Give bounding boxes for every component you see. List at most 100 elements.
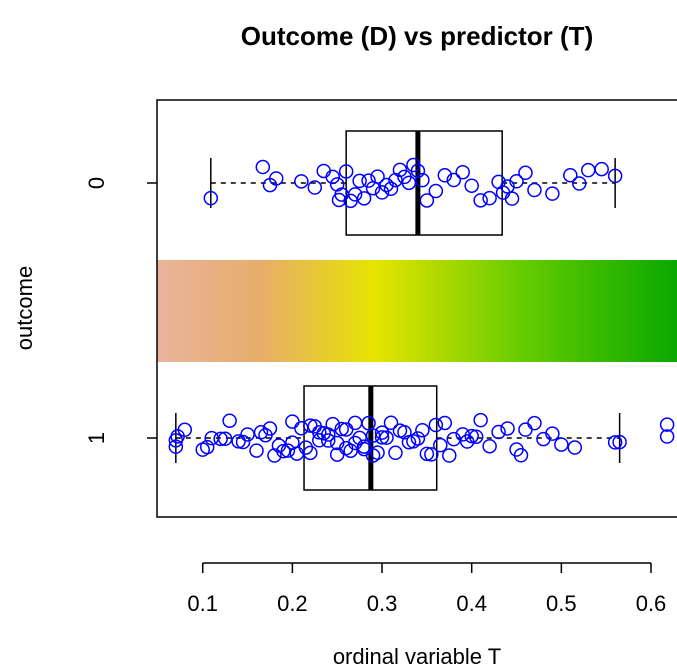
data-point bbox=[437, 415, 453, 431]
data-point bbox=[294, 174, 309, 189]
data-point bbox=[545, 426, 560, 441]
data-point bbox=[397, 425, 412, 440]
data-point bbox=[268, 171, 284, 186]
data-point bbox=[419, 193, 435, 208]
data-point bbox=[374, 185, 390, 200]
data-point bbox=[612, 434, 627, 450]
data-point bbox=[334, 421, 349, 437]
data-point bbox=[374, 430, 390, 445]
data-point bbox=[213, 431, 228, 447]
data-point bbox=[235, 434, 251, 450]
data-point bbox=[222, 413, 237, 428]
data-point bbox=[361, 173, 376, 188]
data-point bbox=[442, 448, 457, 463]
data-point bbox=[464, 178, 479, 193]
data-point bbox=[280, 443, 296, 458]
data-point bbox=[607, 435, 623, 450]
data-point bbox=[415, 422, 430, 438]
data-point bbox=[554, 437, 569, 452]
data-point bbox=[338, 164, 354, 179]
data-point bbox=[468, 429, 484, 444]
data-point bbox=[262, 421, 278, 436]
data-point bbox=[379, 430, 394, 445]
data-point bbox=[276, 443, 291, 459]
data-point bbox=[352, 173, 367, 189]
data-point bbox=[446, 431, 462, 447]
data-point bbox=[415, 172, 430, 188]
data-point bbox=[356, 191, 372, 206]
data-point bbox=[572, 176, 587, 191]
data-point bbox=[294, 420, 309, 436]
x-tick-label: 0.4 bbox=[456, 591, 487, 616]
data-point bbox=[361, 415, 376, 431]
data-point bbox=[437, 168, 453, 183]
data-point bbox=[607, 168, 623, 184]
data-point bbox=[406, 434, 421, 449]
data-point bbox=[509, 174, 524, 189]
data-point bbox=[545, 186, 560, 201]
color-band bbox=[157, 260, 677, 362]
y-tick-label: 1 bbox=[84, 432, 109, 444]
data-point bbox=[285, 414, 300, 429]
data-point bbox=[410, 431, 426, 446]
data-point bbox=[455, 164, 470, 180]
data-point bbox=[199, 439, 215, 455]
data-point bbox=[303, 445, 318, 461]
data-point bbox=[329, 435, 345, 451]
data-point bbox=[325, 416, 340, 432]
data-point bbox=[240, 427, 255, 442]
data-point bbox=[401, 175, 417, 191]
data-point bbox=[659, 429, 675, 444]
data-point bbox=[594, 161, 609, 177]
data-point bbox=[168, 439, 184, 454]
data-point bbox=[504, 191, 520, 206]
data-point bbox=[177, 422, 193, 438]
y-tick-label: 0 bbox=[84, 177, 109, 189]
data-point bbox=[424, 447, 439, 462]
x-tick-label: 0.1 bbox=[187, 591, 218, 616]
data-point bbox=[464, 428, 479, 444]
data-point bbox=[473, 412, 488, 428]
data-point bbox=[446, 172, 462, 188]
x-tick-label: 0.2 bbox=[277, 591, 308, 616]
data-point bbox=[527, 415, 542, 431]
data-point bbox=[482, 190, 497, 206]
x-axis-label: ordinal variable T bbox=[333, 644, 501, 668]
data-point bbox=[249, 443, 264, 458]
data-point bbox=[428, 183, 444, 199]
data-point bbox=[347, 187, 363, 202]
data-point bbox=[370, 169, 385, 184]
x-tick-label: 0.3 bbox=[367, 591, 398, 616]
data-point bbox=[217, 431, 233, 447]
data-point bbox=[307, 180, 323, 195]
data-point bbox=[419, 446, 435, 462]
x-tick-label: 0.6 bbox=[636, 591, 667, 616]
data-point bbox=[289, 446, 305, 461]
data-point bbox=[518, 422, 533, 437]
data-point bbox=[267, 448, 282, 463]
data-point bbox=[356, 439, 372, 454]
data-point bbox=[392, 162, 408, 178]
data-point bbox=[567, 440, 583, 455]
data-point bbox=[410, 163, 426, 179]
data-point bbox=[316, 163, 332, 179]
data-point bbox=[383, 181, 399, 197]
data-point bbox=[347, 415, 363, 431]
data-point bbox=[518, 165, 533, 181]
data-point bbox=[298, 440, 314, 455]
data-point bbox=[370, 445, 385, 460]
data-point bbox=[500, 421, 515, 436]
data-point bbox=[433, 437, 448, 453]
data-point bbox=[491, 424, 506, 440]
data-point bbox=[455, 427, 470, 442]
data-point bbox=[473, 193, 488, 208]
data-point bbox=[563, 167, 578, 183]
data-point bbox=[482, 438, 497, 454]
data-point bbox=[659, 417, 675, 432]
data-point bbox=[379, 177, 394, 193]
plot-frame bbox=[156, 99, 677, 518]
data-point bbox=[401, 434, 417, 450]
data-point bbox=[374, 425, 390, 440]
